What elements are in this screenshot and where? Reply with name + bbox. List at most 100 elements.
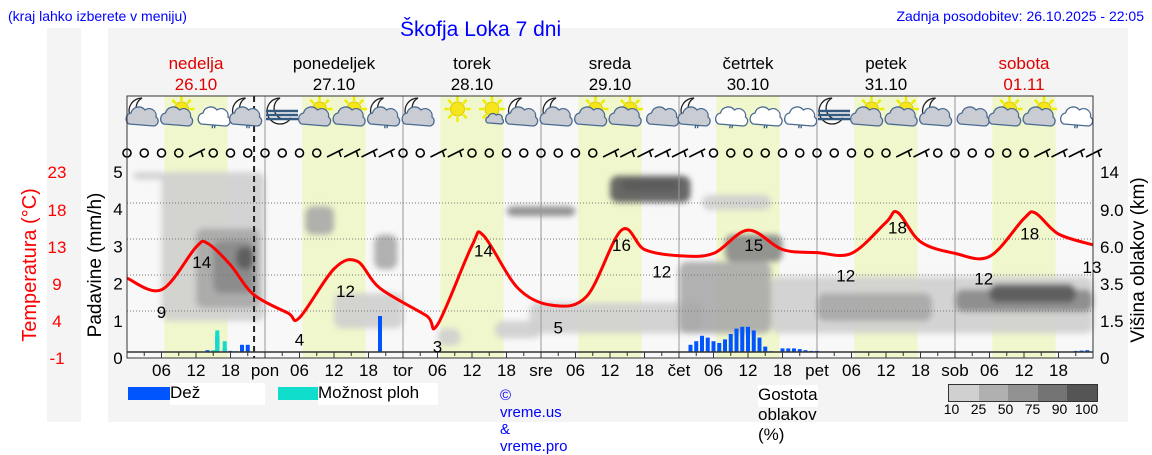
cloud-density-swatch — [1037, 385, 1068, 401]
rain-bar — [723, 339, 727, 352]
cloud-height-tick: 1.5 — [1100, 312, 1124, 331]
temperature-tick: 9 — [52, 275, 61, 294]
rain-bar — [728, 334, 733, 352]
cloud-blob — [529, 302, 702, 334]
wind-calm-icon — [139, 148, 150, 158]
rain-bar — [705, 337, 710, 352]
temperature-label: 14 — [474, 242, 493, 261]
sun-cloud-icon — [1022, 96, 1057, 127]
cloud-density-label: 90 — [1051, 401, 1068, 417]
wind-barb-icon — [1068, 148, 1086, 158]
showers-bar — [211, 350, 216, 352]
sun-icon — [444, 96, 471, 122]
wind-calm-icon — [1001, 148, 1012, 158]
rain-bar — [757, 337, 762, 352]
precip-tick: 2 — [113, 275, 122, 294]
temperature-label: 3 — [433, 338, 442, 357]
day-date: 30.10 — [727, 75, 770, 94]
sun-cloud-icon — [884, 96, 919, 127]
cloud-blob — [334, 293, 403, 329]
temperature-label: 5 — [554, 318, 563, 337]
wind-calm-icon — [846, 148, 857, 158]
cloud-blob — [621, 179, 679, 191]
temperature-label: 4 — [295, 331, 304, 350]
day-short-label: sob — [941, 361, 968, 380]
svg-text:": " — [693, 124, 699, 136]
wind-calm-icon — [294, 148, 305, 158]
sun-small-cloud-icon — [479, 96, 505, 125]
wind-calm-icon — [708, 148, 719, 158]
rain-bar — [688, 344, 693, 352]
header-hint[interactable]: (kraj lahko izberete v meniju) — [8, 8, 187, 24]
cloud-blob — [374, 234, 398, 270]
wind-calm-icon — [173, 148, 184, 158]
temperature-label: 9 — [157, 303, 166, 322]
rain-bar — [797, 349, 802, 352]
day-short-label: sre — [529, 361, 553, 380]
wind-calm-icon — [225, 148, 236, 158]
cloud-height-tick: 9.0 — [1100, 201, 1124, 220]
svg-text:": " — [762, 124, 768, 136]
cloud-density-scale — [948, 384, 1098, 402]
precip-tick: 0 — [113, 349, 122, 368]
hour-label: 06 — [980, 361, 999, 380]
rain-bar — [746, 326, 750, 352]
temperature-label: 16 — [612, 236, 631, 255]
temperature-label: 18 — [1020, 225, 1039, 244]
wind-calm-icon — [156, 148, 167, 158]
moon-cloud-icon — [125, 97, 159, 127]
day-short-label: čet — [668, 361, 691, 380]
last-updated: Zadnja posodobitev: 26.10.2025 - 22:05 — [896, 8, 1144, 24]
wind-calm-icon — [398, 148, 408, 158]
cloud-density-swatch — [1067, 385, 1097, 401]
wind-calm-icon — [725, 148, 736, 158]
wind-barb-icon — [343, 148, 361, 158]
copyright-link[interactable]: © vreme.us & vreme.pro — [500, 387, 568, 455]
moon-cloud-rain-icon: " — [677, 97, 711, 136]
hour-label: 06 — [428, 361, 447, 380]
day-date: 27.10 — [313, 75, 356, 94]
legend-rain-swatch — [128, 387, 174, 400]
cloud-blob — [679, 261, 771, 334]
temperature-tick: 4 — [52, 312, 61, 331]
wind-calm-icon — [260, 148, 270, 158]
temperature-label: 18 — [888, 218, 907, 237]
svg-text:": " — [728, 124, 734, 136]
hour-label: 12 — [187, 361, 206, 380]
legend-rain-label: Dež — [170, 383, 265, 405]
moon-fog-icon — [818, 97, 850, 125]
wind-calm-icon — [553, 148, 564, 158]
wind-calm-icon — [467, 148, 477, 158]
wind-barb-icon — [1051, 148, 1068, 158]
day-name: torek — [453, 54, 491, 73]
wind-calm-icon — [812, 148, 822, 158]
hour-label: 18 — [1049, 361, 1068, 380]
cloud-density-swatch — [978, 385, 1009, 401]
wind-barb-icon — [378, 148, 396, 158]
precip-tick: 3 — [113, 237, 122, 256]
moon-cloud-rain-icon: " — [229, 97, 263, 136]
cloud-density-label: 75 — [1024, 401, 1041, 417]
rain-bar — [751, 330, 756, 352]
moon-cloud-rain-icon: " — [367, 97, 401, 136]
precip-tick: 1 — [113, 312, 122, 331]
sun-cloud-icon — [298, 96, 333, 127]
cloud-rain-icon: " — [784, 106, 818, 136]
hour-label: 12 — [463, 361, 482, 380]
rain-bar — [378, 316, 382, 352]
wind-barb-icon — [1085, 148, 1103, 158]
day-name: sreda — [589, 54, 632, 73]
hour-label: 12 — [325, 361, 344, 380]
page-title: Škofja Loka 7 dni — [400, 18, 562, 41]
cloud-height-axis-title: Višina oblakov (km) — [1128, 177, 1149, 342]
temperature-label: 12 — [652, 263, 671, 282]
wind-calm-icon — [518, 148, 529, 158]
cloud-height-tick: 14 — [1100, 163, 1119, 182]
legend-showers-label: Možnost ploh — [318, 383, 438, 405]
temperature-label: 12 — [836, 266, 855, 285]
wind-barb-icon — [430, 148, 447, 158]
hour-label: 12 — [877, 361, 896, 380]
showers-bar — [215, 330, 220, 352]
wind-barb-icon — [188, 148, 206, 158]
cloud-blob — [437, 328, 461, 346]
